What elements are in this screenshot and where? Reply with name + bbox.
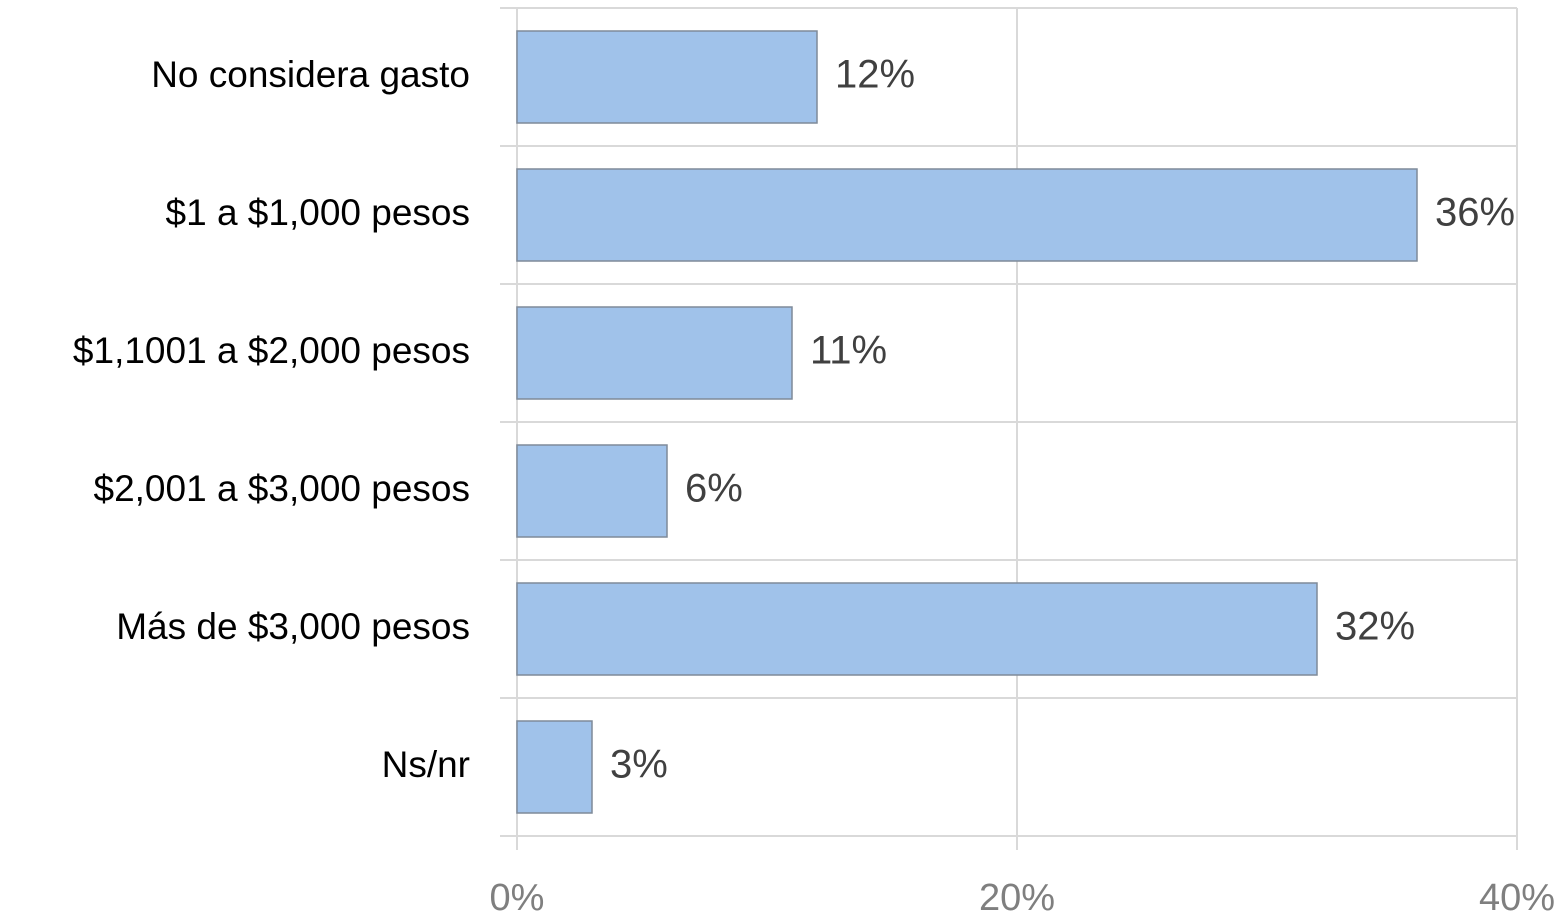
value-label: 12% — [835, 53, 915, 97]
bar — [516, 582, 1318, 676]
x-tick-label: 40% — [1479, 877, 1555, 919]
category-label: $1,1001 a $2,000 pesos — [73, 330, 470, 371]
bar — [516, 306, 793, 400]
category-label: Ns/nr — [382, 744, 470, 785]
x-tick-label: 20% — [979, 877, 1055, 919]
bar — [516, 720, 593, 814]
category-label: No considera gasto — [151, 54, 470, 95]
value-label: 6% — [685, 467, 743, 511]
category-label: $1 a $1,000 pesos — [166, 192, 470, 233]
category-label: Más de $3,000 pesos — [116, 606, 470, 647]
category-label: $2,001 a $3,000 pesos — [94, 468, 471, 509]
value-label: 11% — [810, 329, 887, 373]
value-label: 32% — [1335, 605, 1415, 649]
bar — [516, 168, 1418, 262]
x-tick-label: 0% — [490, 877, 545, 919]
bar — [516, 444, 668, 538]
value-label: 3% — [610, 743, 668, 787]
value-label: 36% — [1435, 191, 1515, 235]
bar — [516, 30, 818, 124]
